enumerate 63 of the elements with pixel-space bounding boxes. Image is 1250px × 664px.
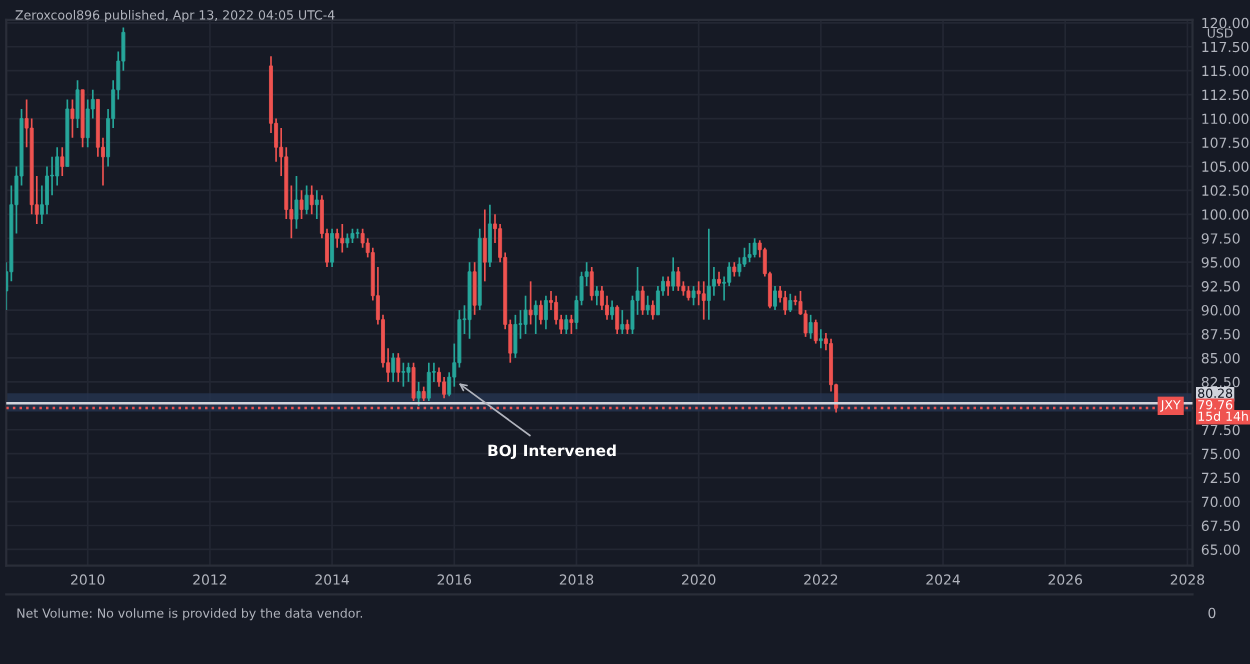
candlestick <box>808 314 813 340</box>
candlestick <box>706 227 711 321</box>
candlestick <box>783 290 788 316</box>
candlestick <box>335 227 340 249</box>
candlestick <box>788 292 793 313</box>
candlestick <box>605 294 609 321</box>
candlestick <box>528 280 533 326</box>
candlestick <box>818 328 823 350</box>
candlestick <box>610 299 615 321</box>
candlestick <box>773 285 777 311</box>
candlestick <box>442 376 447 399</box>
candlestick <box>70 98 75 139</box>
candlestick <box>533 299 538 335</box>
candlestick <box>752 237 757 259</box>
candlestick <box>55 146 60 187</box>
candlestick <box>411 361 416 402</box>
candlestick <box>640 285 645 316</box>
candlestick <box>406 361 411 383</box>
candlestick <box>416 381 421 407</box>
candlestick <box>426 361 431 402</box>
candlestick <box>813 318 818 345</box>
candlestick <box>615 304 620 335</box>
candlestick <box>85 98 90 149</box>
candlestick <box>360 227 365 249</box>
candlestick <box>80 88 85 149</box>
candlestick <box>803 309 808 338</box>
candlestick <box>330 227 335 268</box>
candlestick <box>472 261 477 316</box>
candlestick <box>747 242 752 264</box>
candlestick <box>396 352 401 383</box>
candlestick <box>737 256 742 278</box>
candlestick <box>554 294 559 326</box>
candlestick <box>60 146 65 177</box>
candlestick <box>340 223 345 254</box>
candlestick <box>701 280 706 321</box>
candlestick <box>594 285 599 307</box>
candlestick <box>487 203 492 268</box>
candlestick <box>45 165 49 216</box>
candlestick <box>655 285 660 316</box>
candlestick <box>304 184 309 216</box>
candlestick <box>523 294 528 335</box>
candlestick <box>666 275 671 297</box>
candlestick <box>314 189 319 220</box>
candlestick <box>645 294 650 316</box>
candlestick <box>309 184 314 216</box>
candlestick <box>650 299 655 321</box>
candlestick <box>691 285 696 307</box>
candlestick <box>294 175 299 230</box>
candlestick <box>671 256 676 292</box>
candlestick <box>401 361 406 388</box>
candlestick <box>569 314 574 335</box>
candlestick <box>589 266 594 302</box>
candlestick <box>299 189 304 220</box>
candlestick <box>620 309 625 335</box>
candlestick <box>75 79 80 129</box>
candlestick <box>482 208 487 283</box>
candlestick <box>467 261 472 340</box>
candlestick <box>538 299 543 326</box>
candlestick <box>543 294 548 331</box>
candlestick <box>564 314 569 335</box>
candlestick <box>391 352 396 383</box>
candlestick <box>513 314 518 359</box>
candlestick <box>676 266 681 292</box>
